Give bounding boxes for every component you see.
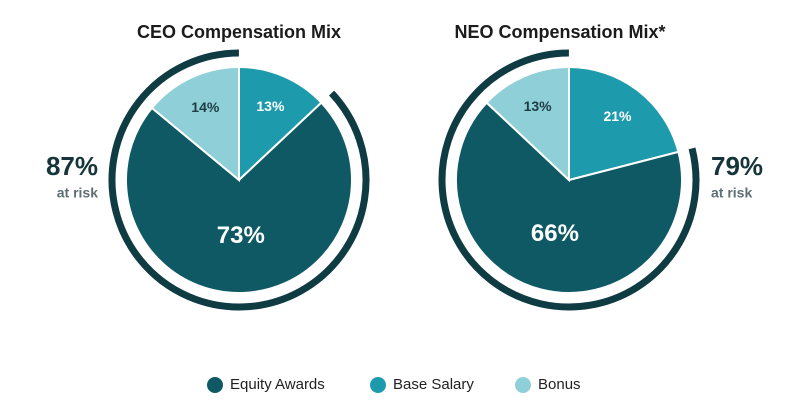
chart-title: NEO Compensation Mix* [454, 22, 665, 42]
pie-slice [568, 65, 680, 182]
slice-label: 14% [191, 99, 220, 115]
at-risk-text: at risk [57, 185, 98, 201]
slice-label: 73% [217, 222, 265, 249]
at-risk-text: at risk [711, 185, 752, 201]
legend-label: Base Salary [393, 376, 474, 393]
legend-swatch [515, 377, 531, 393]
at-risk-arc [438, 49, 700, 311]
legend-swatch [207, 377, 223, 393]
at-risk-value: 87% [46, 151, 98, 181]
pie-slice [485, 65, 570, 183]
legend-label: Equity Awards [230, 376, 325, 393]
legend-swatch [370, 377, 386, 393]
pie-slice [150, 65, 240, 183]
slice-label: 66% [531, 220, 579, 247]
at-risk-value: 79% [711, 151, 763, 181]
chart-title: CEO Compensation Mix [137, 22, 341, 42]
slice-label: 21% [603, 108, 632, 124]
pie-slice [125, 101, 353, 294]
pie-slice [238, 65, 323, 183]
pie-slice [455, 101, 683, 294]
legend-label: Bonus [538, 376, 581, 393]
at-risk-arc [108, 49, 370, 311]
slice-label: 13% [524, 98, 553, 114]
slice-label: 13% [256, 98, 285, 114]
